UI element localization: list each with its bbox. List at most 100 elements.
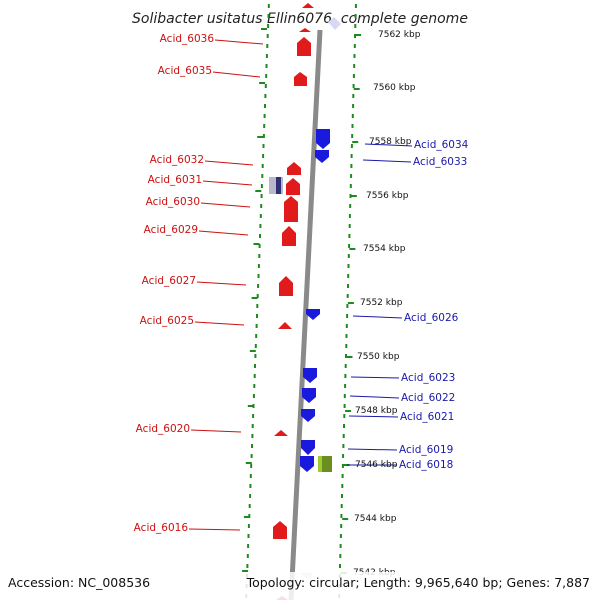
ring-tick: [343, 394, 346, 398]
ring-tick: [352, 84, 355, 88]
ring-tick: [263, 114, 266, 118]
gene-arrow-acid-6022[interactable]: [302, 388, 316, 403]
ring-tick: [343, 414, 346, 418]
ring-tick: [253, 374, 256, 378]
ring-tick-marks: [242, 4, 362, 598]
ring-tick: [262, 144, 265, 148]
ring-tick: [346, 304, 349, 308]
ring-tick: [264, 104, 266, 108]
ring-tick: [257, 284, 260, 288]
kbp-label: 7556 kbp: [366, 191, 409, 201]
forward-gene-track: [269, 37, 311, 539]
gene-leader-line: [349, 395, 400, 399]
gene-arrow-acid-6021[interactable]: [301, 409, 315, 422]
ring-tick: [348, 224, 351, 228]
ring-tick: [246, 554, 249, 558]
gene-arrow-acid-6020[interactable]: [274, 430, 288, 436]
ring-tick: [260, 204, 263, 208]
gene-arrow-acid-6026[interactable]: [306, 309, 320, 320]
gene-label-acid-6021[interactable]: Acid_6021: [400, 411, 454, 423]
ring-tick: [262, 154, 265, 158]
gene-leader-line: [194, 321, 245, 326]
gene-arrow-acid-6034[interactable]: [316, 129, 330, 149]
gene-arrow-acid-6029[interactable]: [282, 226, 296, 246]
gene-label-acid-6034[interactable]: Acid_6034: [414, 139, 469, 151]
gene-arrow-acid-6031[interactable]: [286, 178, 300, 195]
kbp-label: 7548 kbp: [355, 406, 398, 416]
gene-leader-line: [214, 39, 264, 45]
ring-tick: [345, 334, 348, 338]
gene-arrow-acid-6035[interactable]: [294, 72, 307, 86]
ring-major-tick: [347, 302, 354, 304]
ring-tick: [258, 254, 261, 258]
gene-leader-line: [188, 528, 241, 531]
ring-tick: [339, 534, 342, 538]
gene-label-acid-6019[interactable]: Acid_6019: [399, 444, 453, 456]
ring-major-tick: [247, 405, 254, 407]
ring-tick: [349, 184, 352, 188]
gene-arrow-partial[interactable]: [299, 28, 311, 32]
feature-partial[interactable]: [328, 17, 341, 30]
gene-arrow-acid-6025[interactable]: [278, 322, 292, 329]
ring-tick: [249, 474, 252, 478]
gene-label-acid-6030[interactable]: Acid_6030: [146, 196, 200, 208]
ring-tick: [354, 24, 357, 28]
ring-major-tick: [251, 297, 258, 299]
ring-tick: [344, 374, 347, 378]
reverse-gene-track: [300, 129, 332, 472]
ring-tick: [265, 54, 268, 58]
ring-tick: [352, 74, 355, 78]
gene-arrow-acid-6030[interactable]: [284, 196, 298, 222]
ring-tick: [247, 534, 250, 538]
gene-label-acid-6033[interactable]: Acid_6033: [413, 156, 467, 168]
ring-tick: [256, 314, 258, 318]
ring-tick: [339, 564, 341, 568]
ring-tick: [251, 424, 254, 428]
gene-leader-line: [352, 315, 403, 319]
ring-tick: [343, 404, 346, 408]
ring-tick: [346, 314, 349, 318]
ring-tick: [352, 94, 355, 98]
gene-label-acid-6035[interactable]: Acid_6035: [158, 65, 212, 77]
ring-tick: [350, 164, 353, 168]
ring-tick: [347, 254, 350, 258]
gene-arrow-acid-6019[interactable]: [301, 440, 315, 455]
gene-arrow-acid-6023[interactable]: [303, 368, 317, 383]
ring-tick: [262, 134, 265, 138]
ring-tick: [350, 144, 353, 148]
ring-tick: [353, 44, 356, 48]
ring-tick: [348, 234, 351, 238]
gene-arrow-acid-6018[interactable]: [300, 456, 314, 472]
gene-label-acid-6023[interactable]: Acid_6023: [401, 372, 455, 384]
gene-label-acid-6018[interactable]: Acid_6018: [399, 459, 453, 471]
gene-label-acid-6025[interactable]: Acid_6025: [140, 315, 194, 327]
gene-arrow-acid-6036[interactable]: [297, 37, 311, 56]
ring-tick: [252, 414, 255, 418]
ring-tick: [254, 344, 257, 348]
ring-major-tick: [355, 34, 362, 36]
gene-arrow-partial[interactable]: [302, 3, 314, 8]
ring-tick: [260, 194, 263, 198]
gene-label-acid-6032[interactable]: Acid_6032: [150, 154, 204, 166]
gene-arrow-acid-6016[interactable]: [273, 521, 287, 539]
ring-tick: [349, 194, 352, 198]
ring-tick: [354, 4, 357, 8]
gene-arrow-acid-6027[interactable]: [279, 276, 293, 296]
gene-label-acid-6020[interactable]: Acid_6020: [136, 423, 190, 435]
gene-leader-line: [212, 71, 261, 78]
gene-label-acid-6027[interactable]: Acid_6027: [142, 275, 196, 287]
gene-label-acid-6022[interactable]: Acid_6022: [401, 392, 455, 404]
gene-arrow-acid-6033[interactable]: [315, 150, 329, 163]
gene-arrow-acid-6032[interactable]: [287, 162, 301, 175]
ring-tick: [344, 384, 347, 388]
gene-label-acid-6016[interactable]: Acid_6016: [134, 522, 189, 534]
gene-label-acid-6036[interactable]: Acid_6036: [160, 33, 215, 45]
ring-tick: [247, 544, 250, 548]
gene-label-acid-6029[interactable]: Acid_6029: [144, 224, 198, 236]
ring-tick: [266, 34, 269, 38]
gene-leader-line: [350, 376, 400, 379]
gene-label-acid-6031[interactable]: Acid_6031: [148, 174, 202, 186]
gene-label-acid-6026[interactable]: Acid_6026: [404, 312, 459, 324]
ring-tick: [347, 284, 349, 288]
gene-leader-line: [348, 415, 399, 418]
